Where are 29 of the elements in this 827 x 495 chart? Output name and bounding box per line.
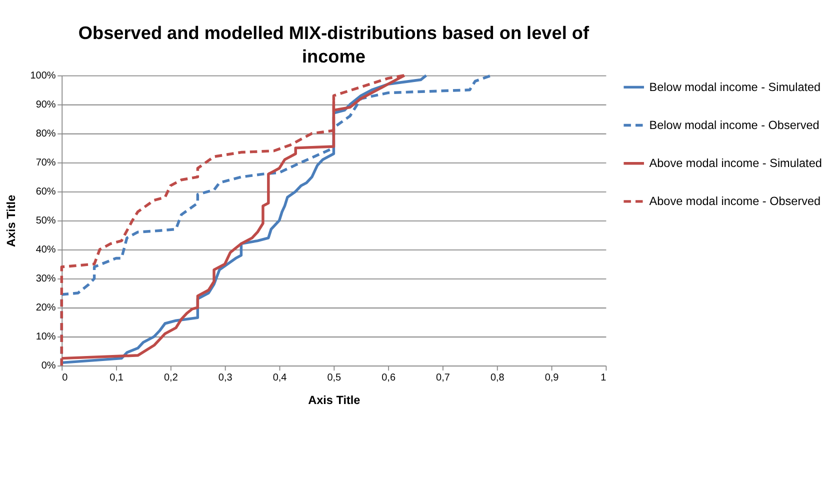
y-tick-label: 20% <box>36 302 56 314</box>
legend-label: Below modal income - Observed <box>649 118 820 132</box>
x-tick-label: 0,4 <box>272 372 288 384</box>
x-tick-label: 0,7 <box>436 372 450 384</box>
y-tick-label: 0% <box>41 360 56 372</box>
y-tick-label: 50% <box>36 216 56 227</box>
legend-label: Above modal income - Simulated <box>649 156 822 170</box>
x-tick-label: 0,6 <box>382 372 396 384</box>
x-axis-title: Axis Title <box>308 394 361 408</box>
legend-label: Above modal income - Observed <box>649 195 821 208</box>
x-tick-label: 0 <box>62 372 68 384</box>
chart-title: Observed and modelled MIX-distributions based on level of income <box>78 23 590 67</box>
y-tick-label: 40% <box>36 244 56 256</box>
y-tick-label: 70% <box>36 158 56 169</box>
x-tick-label: 0,8 <box>490 372 505 384</box>
y-tick-label: 80% <box>36 128 56 140</box>
y-tick-label: 100% <box>30 70 56 82</box>
x-tick-label: 0,5 <box>327 372 342 384</box>
y-tick-label: 30% <box>36 274 56 285</box>
x-tick-label: 0,3 <box>218 372 233 384</box>
y-axis-title: Axis Title <box>4 194 18 247</box>
x-tick-label: 0,2 <box>164 372 178 384</box>
x-tick-label: 1 <box>600 372 607 384</box>
x-tick-label: 0,9 <box>544 372 560 384</box>
legend-label: Below modal income - Simulated <box>649 80 821 94</box>
x-tick-label: 0,1 <box>110 372 124 384</box>
y-tick-label: 10% <box>36 332 56 343</box>
y-tick-label: 90% <box>36 100 56 111</box>
y-tick-label: 60% <box>36 186 56 198</box>
